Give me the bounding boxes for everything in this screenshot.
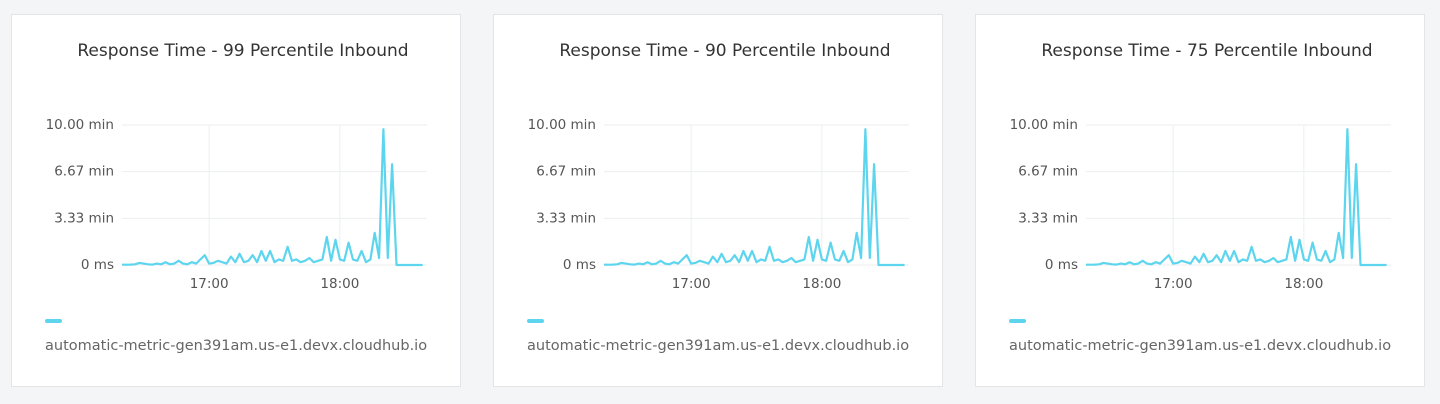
x-tick-label: 18:00 [320,276,359,292]
chart: Response Time - 99 Percentile Inbound 0 m… [45,41,427,354]
y-tick-label: 10.00 min [46,117,114,133]
legend-swatch [45,319,62,323]
y-tick-label: 6.67 min [536,164,596,180]
x-tick-label: 17:00 [190,276,229,292]
chart-title: Response Time - 99 Percentile Inbound [77,41,408,61]
y-tick-label: 6.67 min [1018,164,1078,180]
series-line [604,128,905,267]
x-tick-label: 17:00 [672,276,711,292]
series-line [122,128,423,267]
legend-label: automatic-metric-gen391am.us-e1.devx.clo… [45,338,427,354]
y-tick-label: 0 ms [1045,257,1078,273]
chart-panel: Response Time - 90 Percentile Inbound 0 m… [493,14,943,387]
y-tick-label: 10.00 min [528,117,596,133]
y-tick-label: 3.33 min [54,210,114,226]
x-tick-label: 18:00 [802,276,841,292]
chart-title: Response Time - 90 Percentile Inbound [559,41,890,61]
legend-swatch [1009,319,1026,323]
chart-panel: Response Time - 75 Percentile Inbound 0 m… [975,14,1425,387]
chart: Response Time - 90 Percentile Inbound 0 m… [527,41,909,354]
chart-panel: Response Time - 99 Percentile Inbound 0 m… [11,14,461,387]
legend-label: automatic-metric-gen391am.us-e1.devx.clo… [1009,338,1391,354]
legend-label: automatic-metric-gen391am.us-e1.devx.clo… [527,338,909,354]
y-tick-label: 0 ms [81,257,114,273]
series-line [1086,128,1387,267]
y-tick-label: 10.00 min [1010,117,1078,133]
y-tick-label: 0 ms [563,257,596,273]
x-tick-label: 18:00 [1284,276,1323,292]
y-tick-label: 3.33 min [1018,210,1078,226]
chart-title: Response Time - 75 Percentile Inbound [1041,41,1372,61]
chart: Response Time - 75 Percentile Inbound 0 m… [1009,41,1391,354]
y-tick-label: 3.33 min [536,210,596,226]
y-tick-label: 6.67 min [54,164,114,180]
x-tick-label: 17:00 [1154,276,1193,292]
legend-swatch [527,319,544,323]
